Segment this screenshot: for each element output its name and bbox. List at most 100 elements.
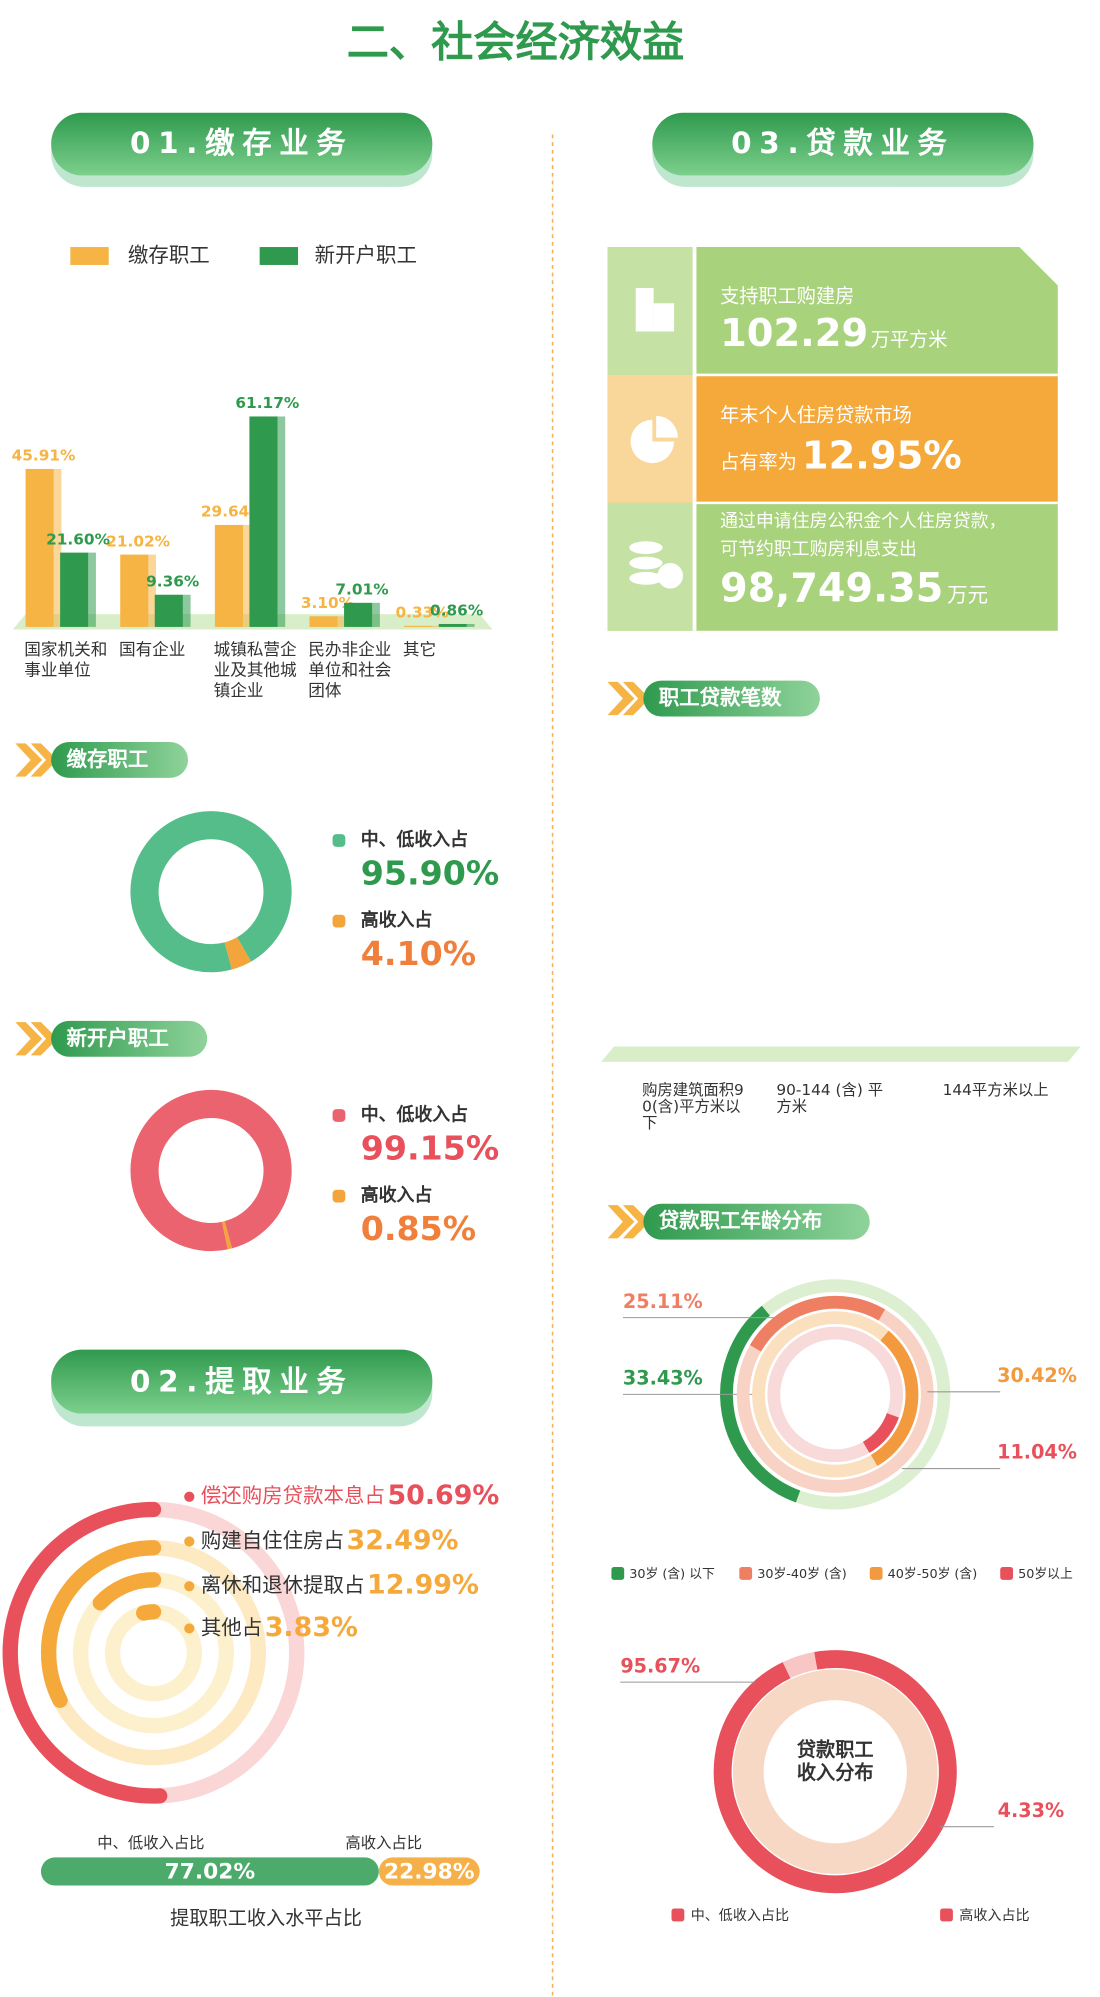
bar-face	[249, 416, 278, 627]
value-label: 4.10%	[361, 934, 476, 973]
bar-side	[53, 468, 62, 627]
bar-segment	[378, 1857, 480, 1886]
legend-dot	[332, 834, 346, 847]
value-label: 29.64%	[201, 503, 265, 521]
category-label: 高收入占比	[345, 1834, 422, 1852]
bar	[60, 552, 96, 627]
section-header: 03.贷款业务	[652, 112, 1034, 187]
text-line: 90-144 (含) 平	[776, 1080, 883, 1098]
section-title: 03.贷款业务	[731, 126, 954, 160]
radial-bar	[136, 1604, 162, 1621]
bar-side	[372, 602, 380, 627]
bar-side	[88, 552, 96, 627]
text-line: 镇企业	[214, 680, 264, 699]
radial-bar	[40, 1540, 162, 1708]
legend-label: 缴存职工	[128, 243, 210, 267]
bar	[309, 616, 346, 627]
card-value: 102.29	[720, 311, 868, 356]
text-line: 购房建筑面积9	[642, 1080, 744, 1098]
bar	[120, 554, 157, 627]
card-label: 可节约职工购房利息支出	[720, 539, 917, 560]
card-label: 支持职工购建房	[720, 284, 854, 307]
radial-bar	[92, 1572, 162, 1611]
x-tick-label: 城镇私营企业及其他城镇企业	[214, 639, 297, 699]
value-label: 45.91%	[12, 447, 76, 465]
bar-side	[243, 524, 251, 627]
x-tick-label: 国有企业	[119, 639, 185, 658]
section-header: 02.提取业务	[51, 1349, 433, 1427]
value-label: 0.86%	[430, 602, 483, 620]
text-line: 单位和社会	[308, 660, 391, 679]
value-label: 9.36%	[146, 572, 199, 590]
category-label: 离休和退休提取占	[201, 1573, 365, 1597]
value-label: 95.90%	[361, 854, 500, 893]
category-label: 偿还购房贷款本息占	[201, 1484, 385, 1508]
value-label: 21.02%	[106, 532, 170, 550]
legend-label: 30岁 (含) 以下	[629, 1566, 715, 1582]
value-label: 61.17%	[235, 394, 299, 412]
ring-track	[104, 1604, 203, 1702]
card-label: 占有率为	[720, 451, 797, 474]
bar-face	[120, 554, 149, 627]
value-label: 22.98%	[384, 1860, 475, 1885]
bar-face	[438, 623, 467, 627]
legend-dot	[332, 1189, 346, 1203]
value-label: 3.83%	[265, 1612, 358, 1643]
text-line: 民办非企业	[308, 639, 391, 658]
legend-swatch	[739, 1567, 753, 1580]
legend-label: 新开户职工	[315, 243, 417, 267]
bar-face	[344, 602, 373, 627]
value-label: 95.67%	[620, 1654, 700, 1677]
category-label: 中、低收入占比	[97, 1834, 204, 1852]
value-label: 0.85%	[361, 1209, 476, 1248]
bar-side	[182, 594, 191, 627]
legend-label: 40岁-50岁 (含)	[888, 1566, 978, 1582]
section-header: 01.缴存业务	[51, 112, 433, 187]
bar	[404, 625, 440, 627]
loan-cards: 支持职工购建房 102.29 万平方米 年末个人住房贷款市场 占有率为 12.9…	[607, 247, 1058, 631]
text-line: 其它	[403, 639, 436, 658]
ring-arc	[862, 1412, 899, 1453]
legend-label: 50岁以上	[1018, 1567, 1073, 1582]
value-label: 50.69%	[387, 1480, 499, 1511]
inner-ring	[732, 1669, 938, 1875]
page-title: 二、社会经济效益	[347, 17, 685, 66]
bar-side	[277, 416, 286, 627]
text-line: 城镇私营企	[214, 639, 297, 658]
text-line: 事业单位	[24, 660, 90, 679]
ring-arc	[749, 1295, 886, 1352]
bar-side	[432, 625, 440, 627]
section-title: 02.提取业务	[130, 1364, 353, 1398]
x-tick-label: 90-144 (含) 平方米	[776, 1080, 883, 1115]
bar-face	[154, 594, 183, 627]
text-line: 下	[642, 1114, 657, 1132]
value-label: 99.15%	[361, 1129, 500, 1168]
legend-label: 30岁-40岁 (含)	[757, 1566, 847, 1582]
donut-segment	[782, 1652, 818, 1679]
card-label: 年末个人住房贷款市场	[720, 403, 912, 426]
value-label: 30.42%	[997, 1364, 1077, 1387]
legend-swatch	[869, 1567, 883, 1580]
sub-title: 贷款职工年龄分布	[659, 1209, 823, 1233]
sub-title: 缴存职工	[67, 747, 149, 771]
legend-label: 中、低收入占	[361, 1104, 468, 1126]
sub-header: 贷款职工年龄分布	[607, 1203, 870, 1240]
text-line: 贷款职工	[797, 1737, 874, 1760]
category-label: 其他占	[201, 1615, 262, 1639]
text-line: 144平方米以上	[943, 1080, 1049, 1098]
category-label: 购建自住住房占	[201, 1528, 344, 1552]
bar-side	[148, 554, 157, 627]
value-label: 77.02%	[165, 1860, 256, 1885]
ring-arc	[720, 1305, 801, 1503]
sub-header: 职工贷款笔数	[607, 680, 820, 717]
bar	[214, 524, 251, 627]
legend-dot	[184, 1581, 195, 1592]
value-label: 3.10%	[301, 594, 354, 612]
donut-segment	[221, 1221, 232, 1250]
bar-face	[214, 524, 244, 627]
legend-swatch	[1000, 1567, 1014, 1580]
legend-swatch	[940, 1908, 953, 1922]
value-label: 32.49%	[347, 1525, 459, 1556]
legend-label: 高收入占	[361, 909, 433, 931]
